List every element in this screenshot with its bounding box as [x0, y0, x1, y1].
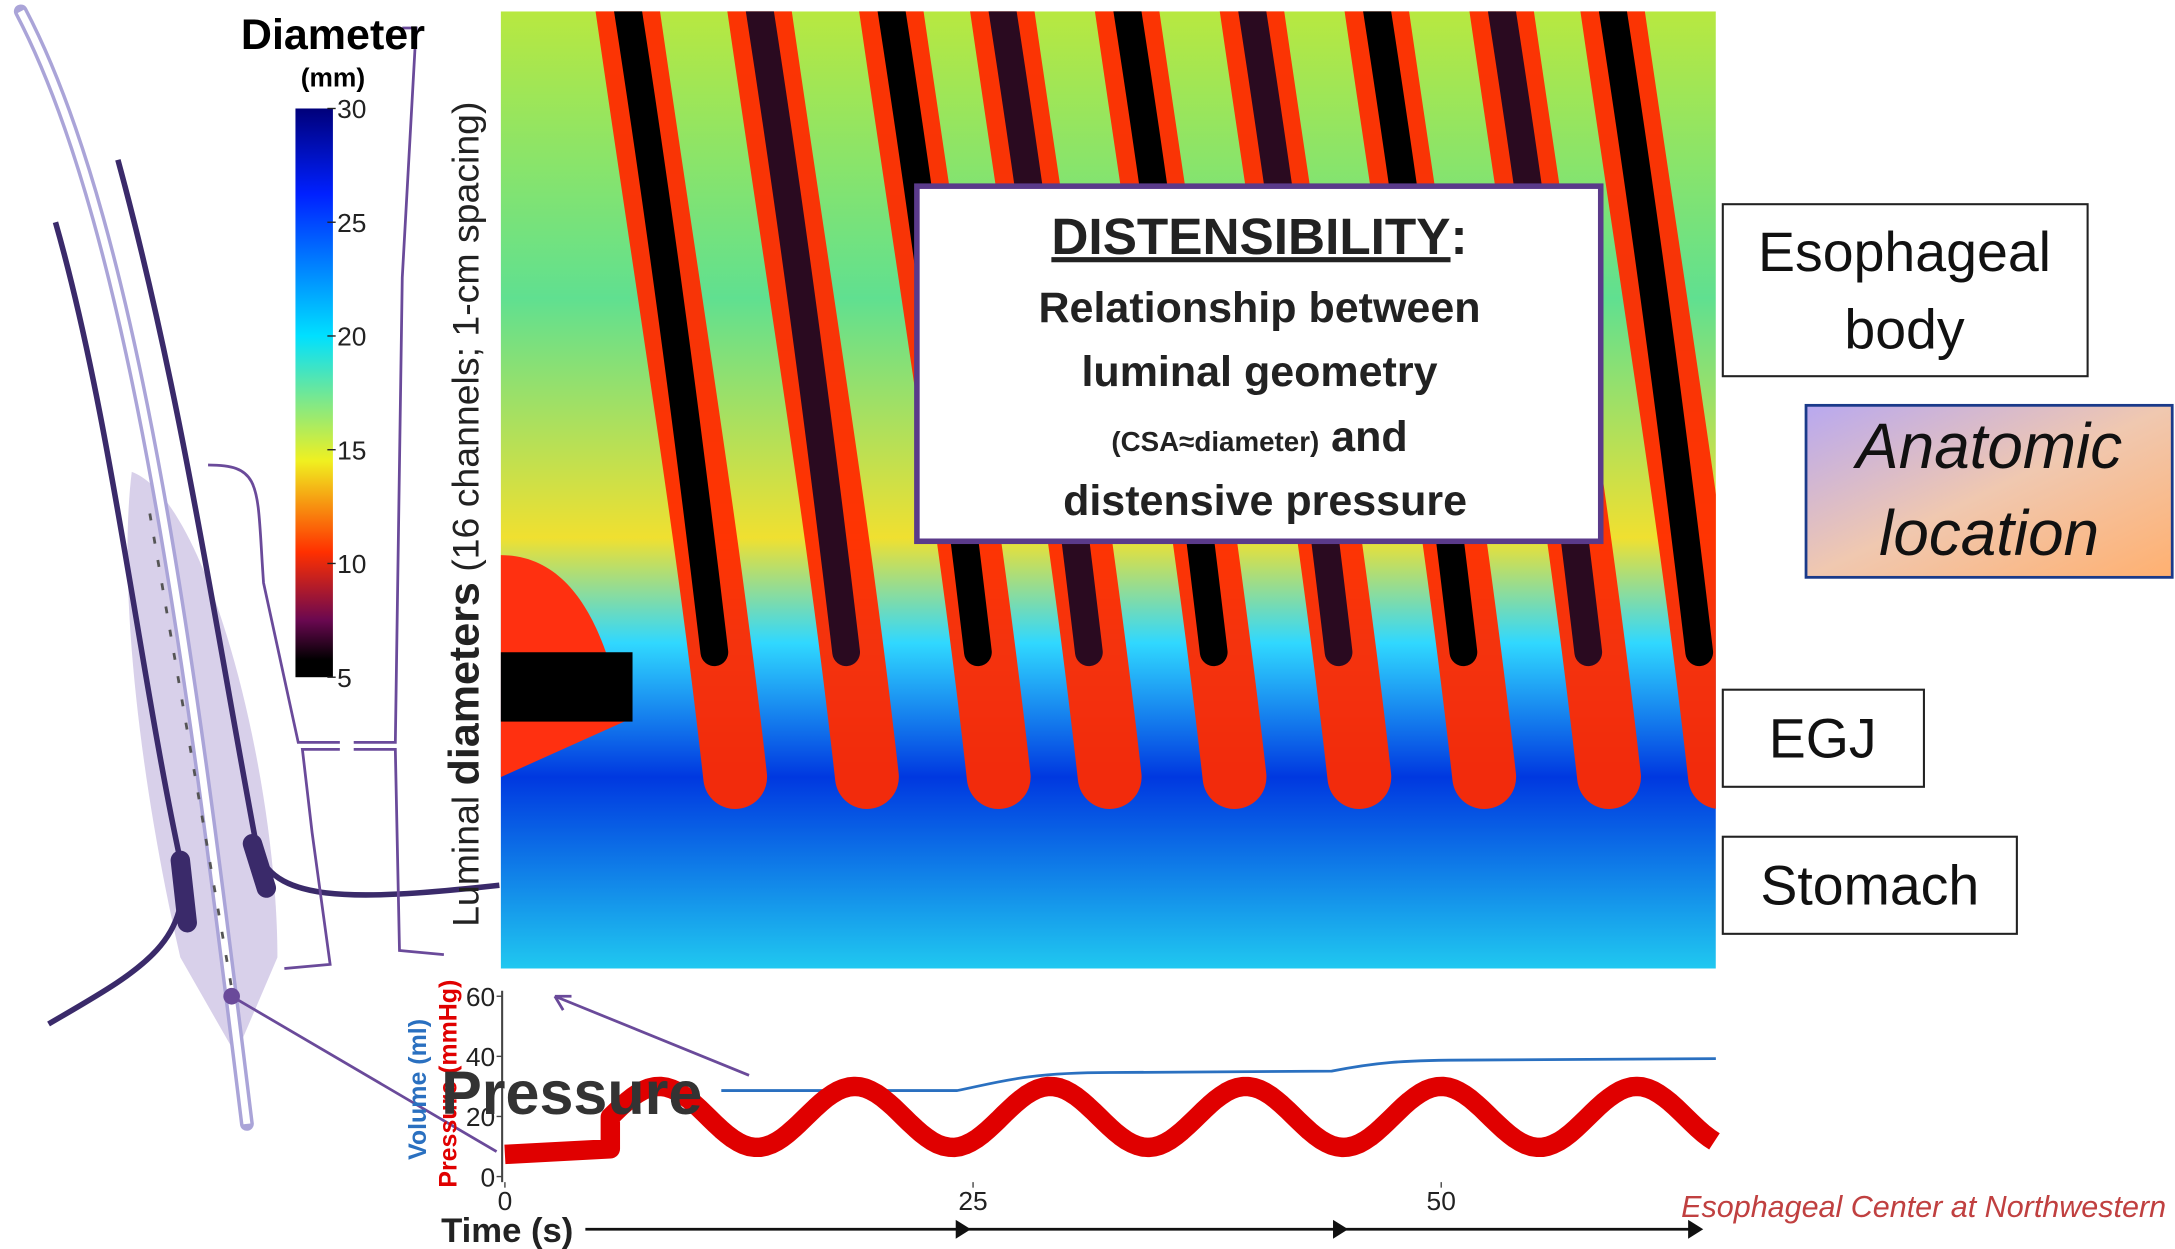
- y-tick-label: 40: [466, 1042, 495, 1072]
- heatmap: [500, 11, 1716, 969]
- pressure-axis-label: Pressure (mmHg): [434, 980, 462, 1188]
- colorbar-tick-label: 5: [337, 663, 352, 693]
- callout-line: Relationship between: [1038, 284, 1480, 332]
- x-tick-label: 0: [498, 1186, 513, 1216]
- volume-trace: [721, 1057, 1716, 1092]
- time-label: Time (s): [441, 1212, 573, 1249]
- legend-label: location: [1879, 497, 2099, 569]
- region-box: [1721, 203, 2089, 378]
- pressure-trace: [504, 1076, 1720, 1165]
- region-label: EGJ: [1769, 708, 1877, 770]
- region-label: Stomach: [1760, 855, 1979, 917]
- colorbar-tick-label: 10: [337, 549, 366, 579]
- colorbar-tick-label: 30: [337, 94, 366, 124]
- region-label: body: [1844, 298, 1965, 360]
- colorbar-unit: (mm): [301, 62, 365, 92]
- y-tick-label: 60: [466, 982, 495, 1012]
- callout-line: distensive pressure: [1063, 477, 1467, 525]
- x-tick-label: 25: [958, 1186, 987, 1216]
- stripe-core: [1598, 11, 1714, 667]
- region-box: [1721, 835, 2018, 935]
- colorbar-tick-label: 25: [337, 208, 366, 238]
- y-tick-label: 0: [481, 1162, 496, 1192]
- region-label: Esophageal: [1758, 221, 2051, 283]
- callout-box: [914, 183, 1604, 545]
- time-arrows: [585, 1219, 1704, 1239]
- stripe-core: [614, 11, 729, 667]
- x-tick-label: 50: [1427, 1186, 1456, 1216]
- heatmap-y-label: Luminal diameters (16 channels; 1-cm spa…: [441, 102, 489, 927]
- colorbar-tick-label: 20: [337, 322, 366, 352]
- legend-label: Anatomic: [1852, 410, 2122, 482]
- callout-title: DISTENSIBILITY:: [1051, 208, 1467, 265]
- y-tick-label: 20: [466, 1102, 495, 1132]
- stripe-core: [745, 11, 861, 667]
- colorbar: [295, 108, 333, 678]
- region-box: [1721, 688, 1925, 788]
- pressure-overlay-label: Pressure: [441, 1059, 702, 1127]
- callout-line: (CSA≈diameter) and: [1111, 413, 1407, 461]
- credit: Esophageal Center at Northwestern: [1681, 1190, 2166, 1224]
- colorbar-tick-label: 15: [337, 435, 366, 465]
- anatomy-sketch: [13, 4, 750, 1153]
- legend-box: [1804, 403, 2174, 579]
- callout-line: luminal geometry: [1081, 348, 1437, 396]
- volume-axis-label: Volume (ml): [404, 1019, 432, 1160]
- colorbar-title: Diameter: [241, 11, 425, 59]
